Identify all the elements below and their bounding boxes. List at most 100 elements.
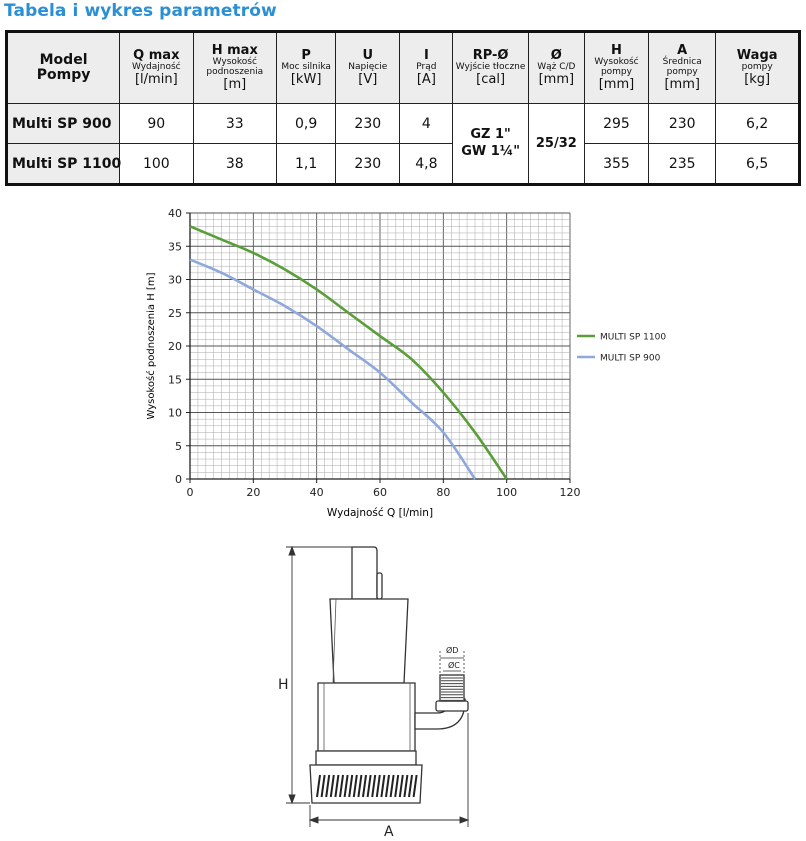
pump-drawing: H ØD ØC A [278,545,470,840]
width-dimension [308,713,470,827]
cell-diameter: 235 [648,143,717,185]
grille-slot [357,774,363,798]
chart-grid [189,212,571,480]
header-label: P [301,48,311,64]
header-unit: [l/min] [134,72,178,88]
table-row: Multi SP 1100 100 38 1,1 230 4,8 355 235… [5,143,800,185]
header-label: Pompy [36,67,91,83]
diameter-dimensions [439,651,465,675]
header-sublabel: Wydajność [131,61,181,72]
header-outlet: RP-Ø Wyjście tłoczne [cal] [452,31,529,104]
header-label: Model [39,52,88,69]
header-label: Ø [550,48,562,64]
cell-qmax: 90 [119,103,194,144]
chart-axes: 0 20 40 60 80 100 120 0 5 10 15 20 25 30 35 40 [168,207,581,499]
outlet-elbow [414,674,469,730]
parameter-table: Model Pompy Q max Wydajność [l/min] H max W… [5,30,801,186]
x-tick-label: 20 [246,486,260,499]
grille-slot [362,774,367,798]
table-header-row: Model Pompy Q max Wydajność [l/min] H max W… [5,31,800,104]
height-label: H [278,677,289,693]
cell-model: Multi SP 1100 [5,143,121,185]
header-sublabel: Średnica pompy [662,57,702,77]
pump-body-detail [323,598,411,751]
inlet-grille [316,774,418,798]
chart-lines [189,225,508,480]
header-unit: [kW] [290,72,322,88]
header-weight: Waga pompy [kg] [715,31,800,104]
cell-voltage: 230 [335,143,401,185]
grille-slot [320,774,326,798]
y-tick-label: 40 [168,207,182,220]
header-sublabel: Wysokość podnoszenia [206,57,264,77]
y-tick-label: 35 [168,240,182,253]
cell-weight: 6,2 [715,103,800,144]
pump-body [309,546,423,804]
header-label: H max [211,43,258,59]
series-line [189,258,477,480]
grille-slot [398,774,404,798]
header-unit: [V] [358,72,378,88]
x-axis-label: Wydajność Q [l/min] [327,507,433,519]
cell-voltage: 230 [335,103,401,144]
header-unit: [mm] [538,72,575,88]
grille-slot [412,774,418,798]
grille-slot [403,774,409,798]
y-tick-label: 30 [168,274,182,287]
grille-slot [366,774,372,798]
cell-outlet: GZ 1" GW 1¼" [452,103,529,185]
header-qmax: Q max Wydajność [l/min] [119,31,194,104]
cell-power: 0,9 [276,103,337,144]
table-row: Multi SP 900 90 33 0,9 230 4 GZ 1" GW 1¼… [5,103,800,185]
legend-label: MULTI SP 900 [600,354,661,364]
performance-chart: 0 20 40 60 80 100 120 0 5 10 15 20 25 30 35 40 Wydajnoś… [145,207,666,519]
diameter-d-label: ØD [446,645,458,655]
y-tick-label: 5 [175,440,182,453]
grille-slot [352,774,358,798]
header-sublabel: Wysokość pompy [594,57,639,77]
outlet-line: GW 1¼" [461,143,520,159]
header-diameter: A Średnica pompy [mm] [648,31,717,104]
grille-slot [389,774,395,798]
height-dimension [286,545,352,805]
series-line [189,225,508,480]
x-tick-label: 120 [560,486,581,499]
header-label: Q max [133,48,180,64]
header-current: I Prąd [A] [399,31,454,104]
hose-thread [441,677,463,701]
cell-hmax: 33 [192,103,278,144]
header-hose: Ø Wąż C/D [mm] [527,31,585,104]
grille-slot [339,774,344,798]
cell-qmax: 100 [119,143,194,185]
header-voltage: U Napięcie [V] [335,31,401,104]
x-tick-label: 40 [310,486,324,499]
diameter-c-label: ØC [448,660,460,670]
header-height: H Wysokość pompy [mm] [583,31,650,104]
header-sublabel: Wyjście tłoczne [455,61,526,72]
header-label: H [611,43,622,59]
cell-height: 355 [583,143,650,185]
header-sublabel: pompy [741,61,773,72]
grille-slot [408,774,413,798]
y-tick-label: 0 [175,473,182,486]
header-sublabel: Napięcie [348,61,388,72]
header-unit: [cal] [476,72,506,88]
grille-slot [325,774,331,798]
header-sublabel: Wąż C/D [537,61,576,72]
header-unit: [kg] [744,72,771,88]
header-sublabel: Prąd [416,61,437,72]
header-label: RP-Ø [472,48,509,64]
cell-weight: 6,5 [715,143,800,185]
header-unit: [mm] [664,76,700,92]
cell-power: 1,1 [276,143,337,185]
cell-height: 295 [583,103,650,144]
page-title: Tabela i wykres parametrów [4,1,277,21]
header-hmax: H max Wysokość podnoszenia [m] [192,31,278,104]
grille-slot [371,774,377,798]
header-sublabel: Moc silnika [281,61,331,72]
cell-model: Multi SP 900 [5,103,121,144]
header-label: U [362,48,374,64]
cell-diameter: 230 [648,103,717,144]
grille-slot [375,774,381,798]
header-label: A [677,43,688,59]
